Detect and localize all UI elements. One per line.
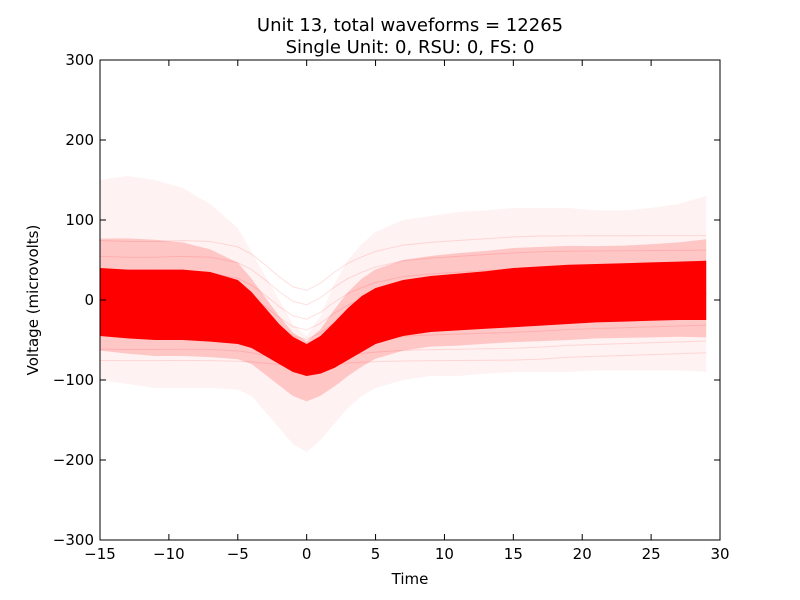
chart-title: Unit 13, total waveforms = 12265	[257, 15, 563, 36]
x-tick-label: 0	[302, 545, 312, 563]
x-tick-label: 30	[710, 545, 729, 563]
waveform-trace-10	[99, 352, 707, 367]
y-tick-label: 100	[65, 211, 94, 229]
x-tick-label: 10	[435, 545, 454, 563]
plot-area	[99, 176, 707, 452]
waveform-dense-band	[100, 260, 707, 376]
y-axis-label: Voltage (microvolts)	[24, 225, 42, 376]
y-tick-label: 0	[84, 291, 94, 309]
x-tick-label: 25	[642, 545, 661, 563]
waveform-trace-4	[99, 284, 707, 340]
y-axis: 300 200 100 0 −100 −200 −300	[53, 51, 720, 549]
x-tick-label: −15	[84, 545, 116, 563]
x-tick-label: 20	[573, 545, 592, 563]
waveform-trace-6	[99, 264, 707, 320]
y-tick-label: −300	[53, 531, 94, 549]
waveform-trace-1	[99, 312, 707, 355]
waveform-trace-0	[99, 324, 707, 359]
y-tick-label: 200	[65, 131, 94, 149]
waveform-trace-2	[99, 302, 707, 352]
x-tick-label: −5	[227, 545, 249, 563]
waveform-trace-7	[99, 249, 707, 306]
x-axis: −15 −10 −5 0 5 10 15 20 25 30	[84, 60, 730, 563]
waveform-trace-8	[99, 340, 707, 363]
x-tick-label: 5	[371, 545, 381, 563]
x-tick-label: −10	[153, 545, 185, 563]
chart-subtitle: Single Unit: 0, RSU: 0, FS: 0	[286, 37, 535, 58]
y-tick-label: 300	[65, 51, 94, 69]
y-tick-label: −200	[53, 451, 94, 469]
x-tick-label: 15	[504, 545, 523, 563]
waveform-mean-line	[99, 293, 707, 349]
x-axis-label: Time	[391, 570, 429, 588]
y-tick-label: −100	[53, 371, 94, 389]
waveform-trace-5	[99, 274, 707, 331]
waveform-trace-9	[99, 235, 707, 291]
